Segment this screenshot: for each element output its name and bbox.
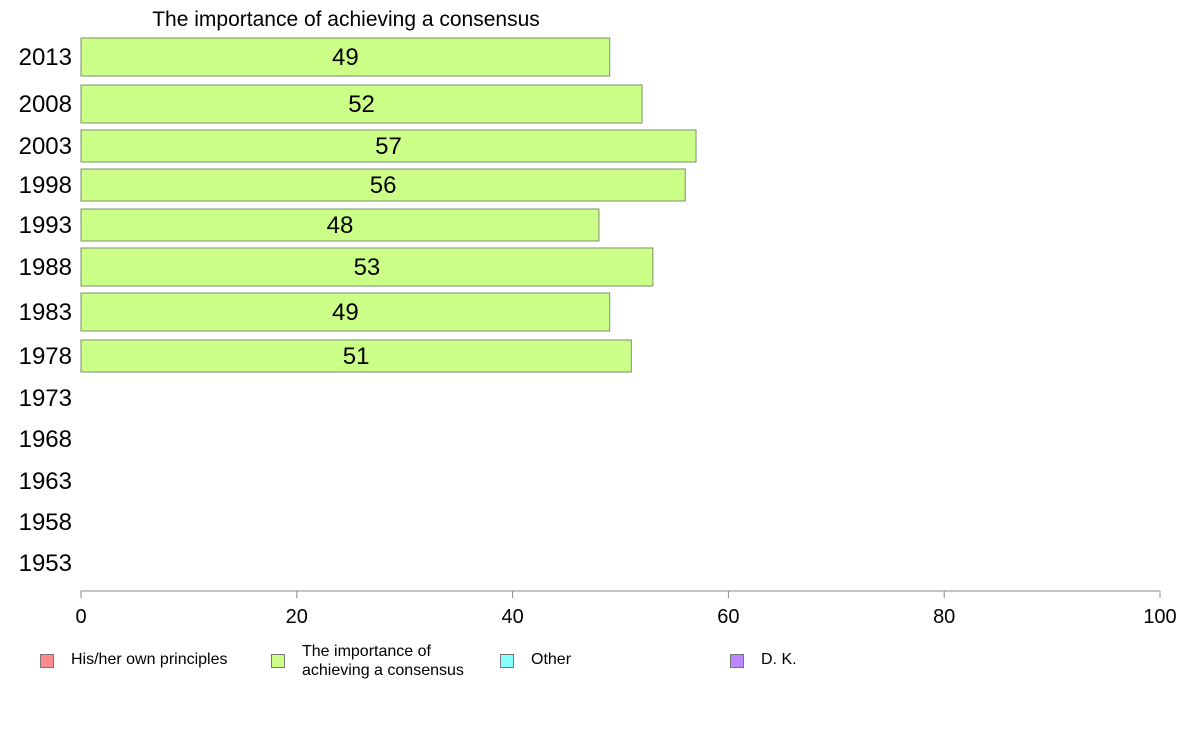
y-tick-label-1993: 1993: [19, 212, 72, 239]
legend-swatch-own-principles: [40, 654, 54, 668]
bar-value-label-1993: 48: [327, 212, 354, 239]
legend-item-consensus: The importance of achieving a consensus: [271, 642, 464, 680]
legend-label-other: Other: [531, 651, 572, 668]
y-tick-label-1973: 1973: [19, 385, 72, 412]
bar-2008: [80, 84, 643, 124]
bar-1998: [80, 168, 686, 202]
y-tick-label-1963: 1963: [19, 468, 72, 495]
legend-swatch-dk: [730, 654, 744, 668]
legend-swatch-other: [500, 654, 514, 668]
y-tick-label-1953: 1953: [19, 550, 72, 577]
x-axis-ticks: 0 20 40 60 80 100: [75, 591, 1177, 628]
y-tick-label-2003: 2003: [19, 133, 72, 160]
y-tick-label-1998: 1998: [19, 172, 72, 199]
y-tick-label-1988: 1988: [19, 254, 72, 281]
bar-value-label-2013: 49: [332, 44, 359, 71]
bar-value-label-2008: 52: [348, 91, 375, 118]
y-tick-label-1978: 1978: [19, 343, 72, 370]
x-tick-label-60: 60: [717, 606, 739, 628]
x-tick-label-20: 20: [286, 606, 308, 628]
y-axis-labels: 2013 2008 2003 1998 1993 1988 1983 1978 1973 1968…: [19, 44, 72, 577]
y-tick-label-1958: 1958: [19, 509, 72, 536]
bar-2003: [80, 129, 697, 163]
bar-2013: [80, 37, 611, 77]
chart-title: The importance of achieving a consensus: [152, 8, 540, 31]
legend-label-dk: D. K.: [761, 651, 797, 668]
x-tick-label-40: 40: [501, 606, 523, 628]
bar-1983: [80, 292, 611, 332]
x-tick-label-0: 0: [75, 606, 86, 628]
legend: His/her own principles The importance of…: [0, 642, 1188, 692]
bar-value-label-1998: 56: [370, 172, 397, 199]
y-tick-label-2008: 2008: [19, 91, 72, 118]
bar-value-label-1978: 51: [343, 343, 370, 370]
legend-item-own-principles: His/her own principles: [40, 642, 228, 669]
y-tick-label-1983: 1983: [19, 299, 72, 326]
bar-value-label-1988: 53: [354, 254, 381, 281]
bar-1988: [80, 247, 654, 287]
legend-label-own-principles: His/her own principles: [71, 651, 228, 668]
legend-item-other: Other: [500, 642, 571, 669]
x-tick-label-80: 80: [933, 606, 955, 628]
y-tick-label-1968: 1968: [19, 426, 72, 453]
bar-1993: [80, 208, 600, 242]
legend-label-consensus: The importance of achieving a consensus: [302, 643, 464, 679]
legend-item-dk: D. K.: [730, 642, 797, 669]
y-tick-label-2013: 2013: [19, 44, 72, 71]
chart-plot: The importance of achieving a consensus …: [19, 8, 1177, 628]
x-tick-label-100: 100: [1143, 606, 1176, 628]
legend-swatch-consensus: [271, 654, 285, 668]
bar-1978: [80, 339, 632, 373]
bar-value-label-1983: 49: [332, 299, 359, 326]
bar-value-label-2003: 57: [375, 133, 402, 160]
